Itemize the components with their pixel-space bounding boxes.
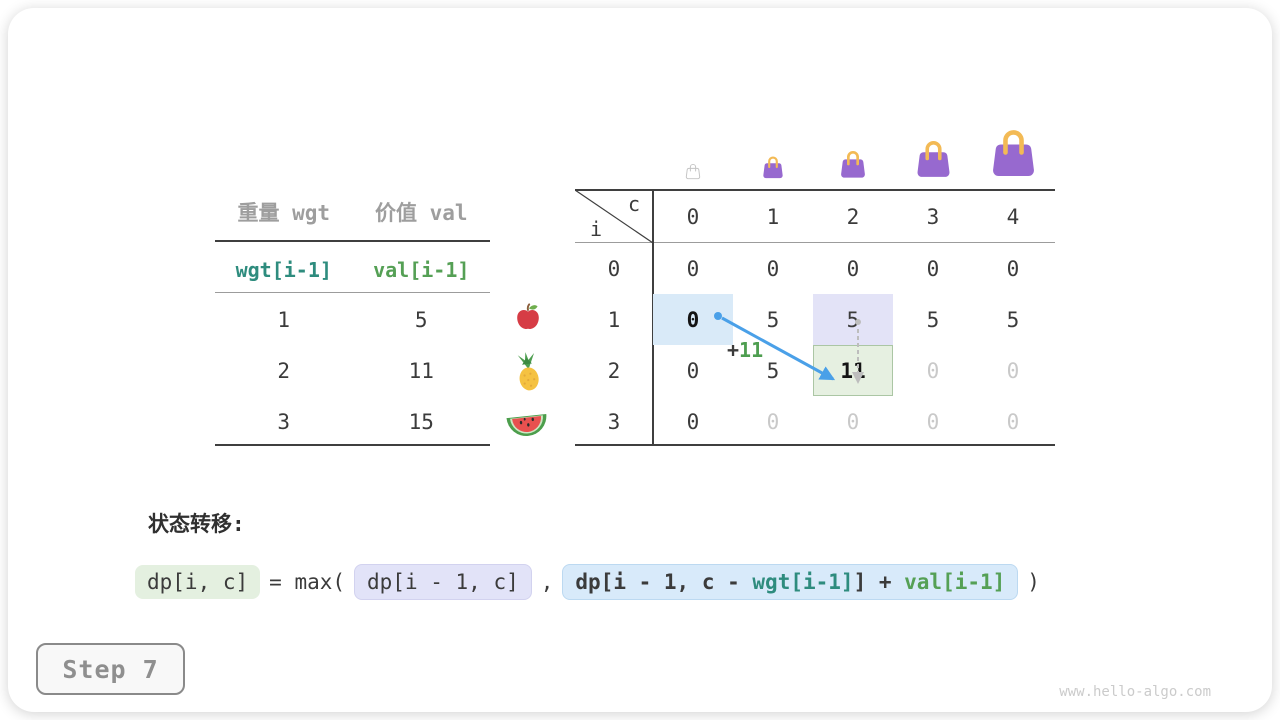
pineapple-icon xyxy=(517,352,539,391)
dp-cell: 0 xyxy=(846,409,860,434)
added-value: 11 xyxy=(739,338,764,362)
take-pill-mid: ] + xyxy=(853,570,905,594)
dp-cell: 0 xyxy=(846,256,860,281)
dp-col-header: 4 xyxy=(1006,204,1020,229)
dp-cell: 5 xyxy=(766,307,780,332)
dp-col-axis-label: c xyxy=(627,192,640,216)
dp-row-header: 3 xyxy=(607,409,621,434)
dp-row-axis-label: i xyxy=(590,217,603,241)
transition-label: 状态转移: xyxy=(148,512,245,536)
item-value: 15 xyxy=(408,409,434,434)
formula-lhs-pill: dp[i, c] xyxy=(135,565,261,599)
dp-cell: 0 xyxy=(926,256,940,281)
dp-row-headers: 0 1 2 3 xyxy=(575,243,653,447)
apple-icon xyxy=(517,303,539,329)
step-badge-label: Step 7 xyxy=(62,654,159,684)
dp-cell: 0 xyxy=(1006,358,1020,383)
item-table-header-row: 重量 wgt 价值 val xyxy=(215,197,490,225)
take-pill-prefix: dp[i - 1, c - xyxy=(575,570,753,594)
dp-cell-above: 5 xyxy=(813,294,893,345)
item-table-top-rule xyxy=(215,240,490,242)
item-weight: 1 xyxy=(277,307,291,332)
dp-table-top-rule xyxy=(575,189,1055,191)
bag-icon xyxy=(763,156,783,179)
dp-row-header: 2 xyxy=(607,358,621,383)
dp-cell: 0 xyxy=(1006,256,1020,281)
item-table-bottom-rule xyxy=(215,444,490,446)
item-value: 5 xyxy=(414,307,428,332)
dp-row-header: 1 xyxy=(607,307,621,332)
bag-icon xyxy=(841,150,865,178)
formula-skip-pill: dp[i - 1, c] xyxy=(354,564,532,600)
dp-corner-cell: c i xyxy=(574,189,654,244)
empty-bag-icon xyxy=(685,163,701,180)
dp-cell: 5 xyxy=(926,307,940,332)
item-value: 11 xyxy=(408,358,434,383)
gray-arrow-dot xyxy=(855,319,861,325)
item-weight: 2 xyxy=(277,358,291,383)
formula-eq-max: = max( xyxy=(269,570,346,594)
dp-table-bottom-rule xyxy=(575,444,1055,446)
dp-cell: 0 xyxy=(926,358,940,383)
take-pill-wgt: wgt[i-1] xyxy=(752,570,854,594)
dp-cell: 5 xyxy=(766,358,780,383)
dp-cell: 0 xyxy=(686,358,700,383)
watermelon-icon xyxy=(506,413,547,437)
dp-col-header: 3 xyxy=(926,204,940,229)
dp-row-header: 0 xyxy=(607,256,621,281)
dp-cell: 0 xyxy=(766,256,780,281)
dp-cell-source: 0 xyxy=(653,294,733,345)
dp-col-headers: 0 1 2 3 4 xyxy=(653,190,1053,243)
dp-col-header: 1 xyxy=(766,204,780,229)
dp-table-header-rule xyxy=(575,242,1055,243)
capacity-bags-row xyxy=(653,110,1053,180)
take-item-arrow xyxy=(721,316,836,381)
item-weight: 3 xyxy=(277,409,291,434)
item-table-body: 1 5 2 11 3 15 xyxy=(215,294,490,447)
formula-take-pill: dp[i - 1, c - wgt[i-1]] + val[i-1] xyxy=(562,564,1019,600)
dp-cell: 0 xyxy=(686,256,700,281)
item-table-mid-rule xyxy=(215,292,490,293)
item-table-subheader-wgt: wgt[i-1] xyxy=(235,258,332,282)
item-table-subheader-row: wgt[i-1] val[i-1] xyxy=(215,256,490,284)
item-table-header-weight: 重量 wgt xyxy=(237,201,331,225)
dp-cell: 0 xyxy=(766,409,780,434)
dp-cell: 5 xyxy=(1006,307,1020,332)
diagonal-divider xyxy=(574,189,654,244)
bag-icon xyxy=(917,141,949,177)
dp-cell: 0 xyxy=(926,409,940,434)
site-watermark: www.hello-algo.com xyxy=(1059,684,1211,700)
formula-close-paren: ) xyxy=(1027,570,1040,594)
plus-value-annotation: +11 xyxy=(727,338,763,362)
dp-col-header: 2 xyxy=(846,204,860,229)
dp-cell: 0 xyxy=(686,409,700,434)
item-table-subheader-val: val[i-1] xyxy=(373,258,470,282)
take-pill-val: val[i-1] xyxy=(904,570,1006,594)
dp-cell: 0 xyxy=(1006,409,1020,434)
arrow-origin-dot xyxy=(714,312,722,320)
transition-formula: dp[i, c] = max( dp[i - 1, c] , dp[i - 1,… xyxy=(135,562,1040,602)
transition-arrows xyxy=(714,312,864,384)
item-table-header-value: 价值 val xyxy=(374,201,468,225)
bag-icon xyxy=(992,130,1034,176)
plus-sign: + xyxy=(727,338,740,362)
step-badge: Step 7 xyxy=(36,643,185,695)
formula-comma: , xyxy=(540,570,554,594)
dp-col-header: 0 xyxy=(686,204,700,229)
